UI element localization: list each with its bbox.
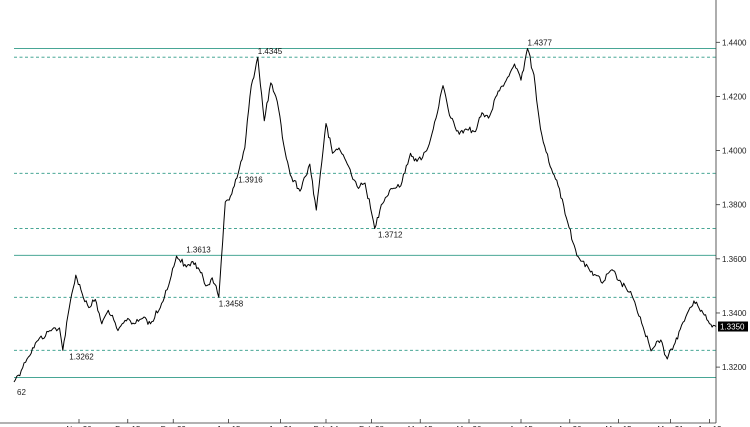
x-tick-label: Mar 30 <box>457 425 482 427</box>
x-tick-label: May 15 <box>605 425 632 427</box>
x-tick-label: May 31 <box>657 425 684 427</box>
value-annotation: 1.3712 <box>378 231 403 240</box>
x-tick-label: Dec 15 <box>115 425 141 427</box>
reference-lines <box>14 48 716 378</box>
value-annotation: 1.4345 <box>258 47 283 56</box>
x-tick-label: Apr 15 <box>509 425 533 427</box>
series-line <box>13 48 717 383</box>
value-annotation: 1.3262 <box>69 352 94 361</box>
x-tick-label: Dec 29 <box>161 425 187 427</box>
y-tick-label: 1.4000 <box>722 147 747 156</box>
y-tick-label: 1.4400 <box>722 38 747 47</box>
annotations: 1.4345 1.4377 1.3916 1.3712 1.3613 1.3458 1.32… <box>69 39 552 362</box>
y-axis: 1.4400 1.4200 1.4000 1.3800 1.3600 1.3400 1.32… <box>715 0 747 423</box>
x-tick-label: Apr 30 <box>558 425 582 427</box>
x-tick-label: Jan 31 <box>268 425 293 427</box>
x-tick-label: Jan 15 <box>216 425 241 427</box>
cut-off-label: 62 <box>17 388 26 397</box>
last-value-label: 1.3350 <box>720 323 745 332</box>
x-tick-label: Feb 14 <box>314 425 339 427</box>
x-tick-label: Nov 30 <box>66 425 92 427</box>
last-value-box <box>718 321 748 332</box>
y-tick-label: 1.3800 <box>722 201 747 210</box>
x-tick-label: Jun 12 <box>697 425 722 427</box>
y-tick-label: 1.4200 <box>722 92 747 101</box>
y-tick-label: 1.3600 <box>722 255 747 264</box>
x-tick-label: Mar 15 <box>408 425 433 427</box>
x-tick-label: Feb 28 <box>359 425 384 427</box>
value-annotation: 1.3916 <box>238 175 263 184</box>
value-annotation: 1.3458 <box>219 299 244 308</box>
value-annotation: 1.4377 <box>528 39 553 48</box>
price-series <box>13 48 717 383</box>
last-value-badge: 1.3350 <box>718 321 748 332</box>
x-axis: Nov 30 Dec 15 Dec 29 Jan 15 Jan 31 Feb 14 Feb … <box>0 419 722 427</box>
y-tick-label: 1.3200 <box>722 363 747 372</box>
value-annotation: 1.3613 <box>186 245 211 254</box>
y-tick-label: 1.3400 <box>722 309 747 318</box>
